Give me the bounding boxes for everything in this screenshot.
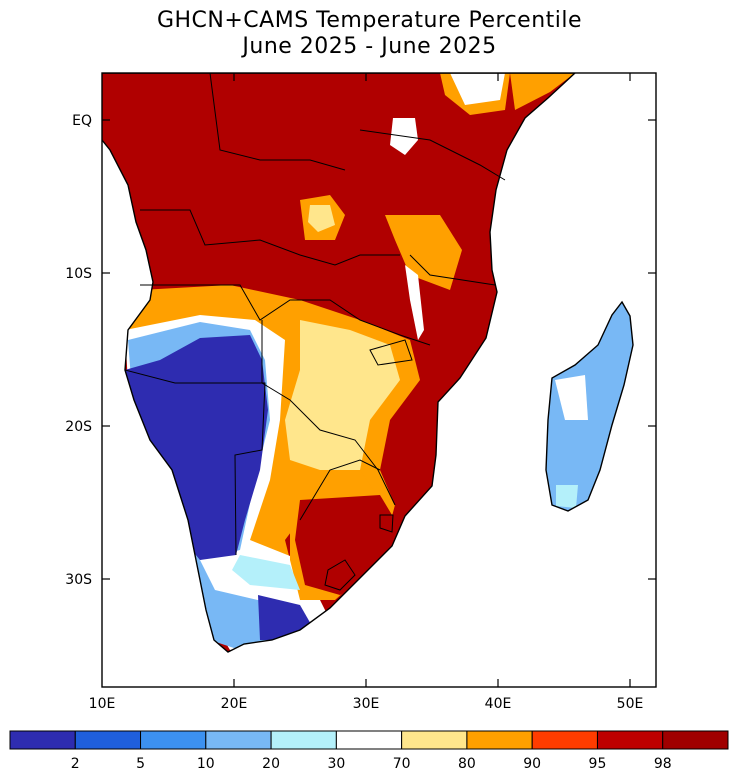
legend-swatch: [596, 730, 664, 750]
chart-title: GHCN+CAMS Temperature Percentile: [156, 8, 583, 33]
y-tick-label: 30S: [65, 572, 92, 588]
field-warm-east: [385, 215, 462, 290]
legend-label: 2: [71, 756, 80, 772]
plot-frame: [101, 72, 657, 688]
legend-label: 20: [262, 756, 280, 772]
legend-swatch: [205, 730, 272, 750]
y-tick-label: 10S: [65, 266, 92, 282]
field-mild: [285, 320, 400, 470]
field-cold: [125, 335, 268, 560]
legend-swatch: [9, 730, 76, 750]
chart-subtitle: June 2025 - June 2025: [242, 34, 497, 59]
legend-labels: 2 5 10 20 30 70 80 90 95 98: [71, 756, 672, 772]
legend-swatch: [401, 730, 468, 750]
coastlines: [102, 73, 634, 653]
legend-label: 70: [393, 756, 411, 772]
x-tick-label: 20E: [221, 696, 248, 712]
country-borders: [124, 73, 506, 591]
legend-label: 10: [197, 756, 215, 772]
legend-swatch: [140, 730, 207, 750]
x-tick-label: 50E: [617, 696, 644, 712]
legend-swatch: [531, 730, 598, 750]
legend-label: 80: [458, 756, 476, 772]
land-field: [102, 73, 633, 652]
legend-label: 5: [136, 756, 145, 772]
legend-swatch: [74, 730, 142, 750]
legend-swatch: [335, 730, 403, 750]
y-tick-label: 20S: [65, 419, 92, 435]
legend-swatch: [466, 730, 533, 750]
legend-label: 30: [327, 756, 345, 772]
x-tick-label: 30E: [353, 696, 380, 712]
madagascar-field: [546, 302, 633, 511]
x-tick-label: 10E: [89, 696, 116, 712]
axis-ticks: [102, 73, 656, 687]
legend-colorbar: [9, 730, 729, 750]
legend-swatch: [270, 730, 337, 750]
x-tick-label: 40E: [485, 696, 512, 712]
lake-malawi: [405, 265, 424, 340]
legend-swatch: [662, 730, 729, 750]
legend-label: 98: [654, 756, 672, 772]
legend-label: 95: [589, 756, 607, 772]
legend-label: 90: [523, 756, 541, 772]
y-tick-label: EQ: [72, 113, 92, 129]
